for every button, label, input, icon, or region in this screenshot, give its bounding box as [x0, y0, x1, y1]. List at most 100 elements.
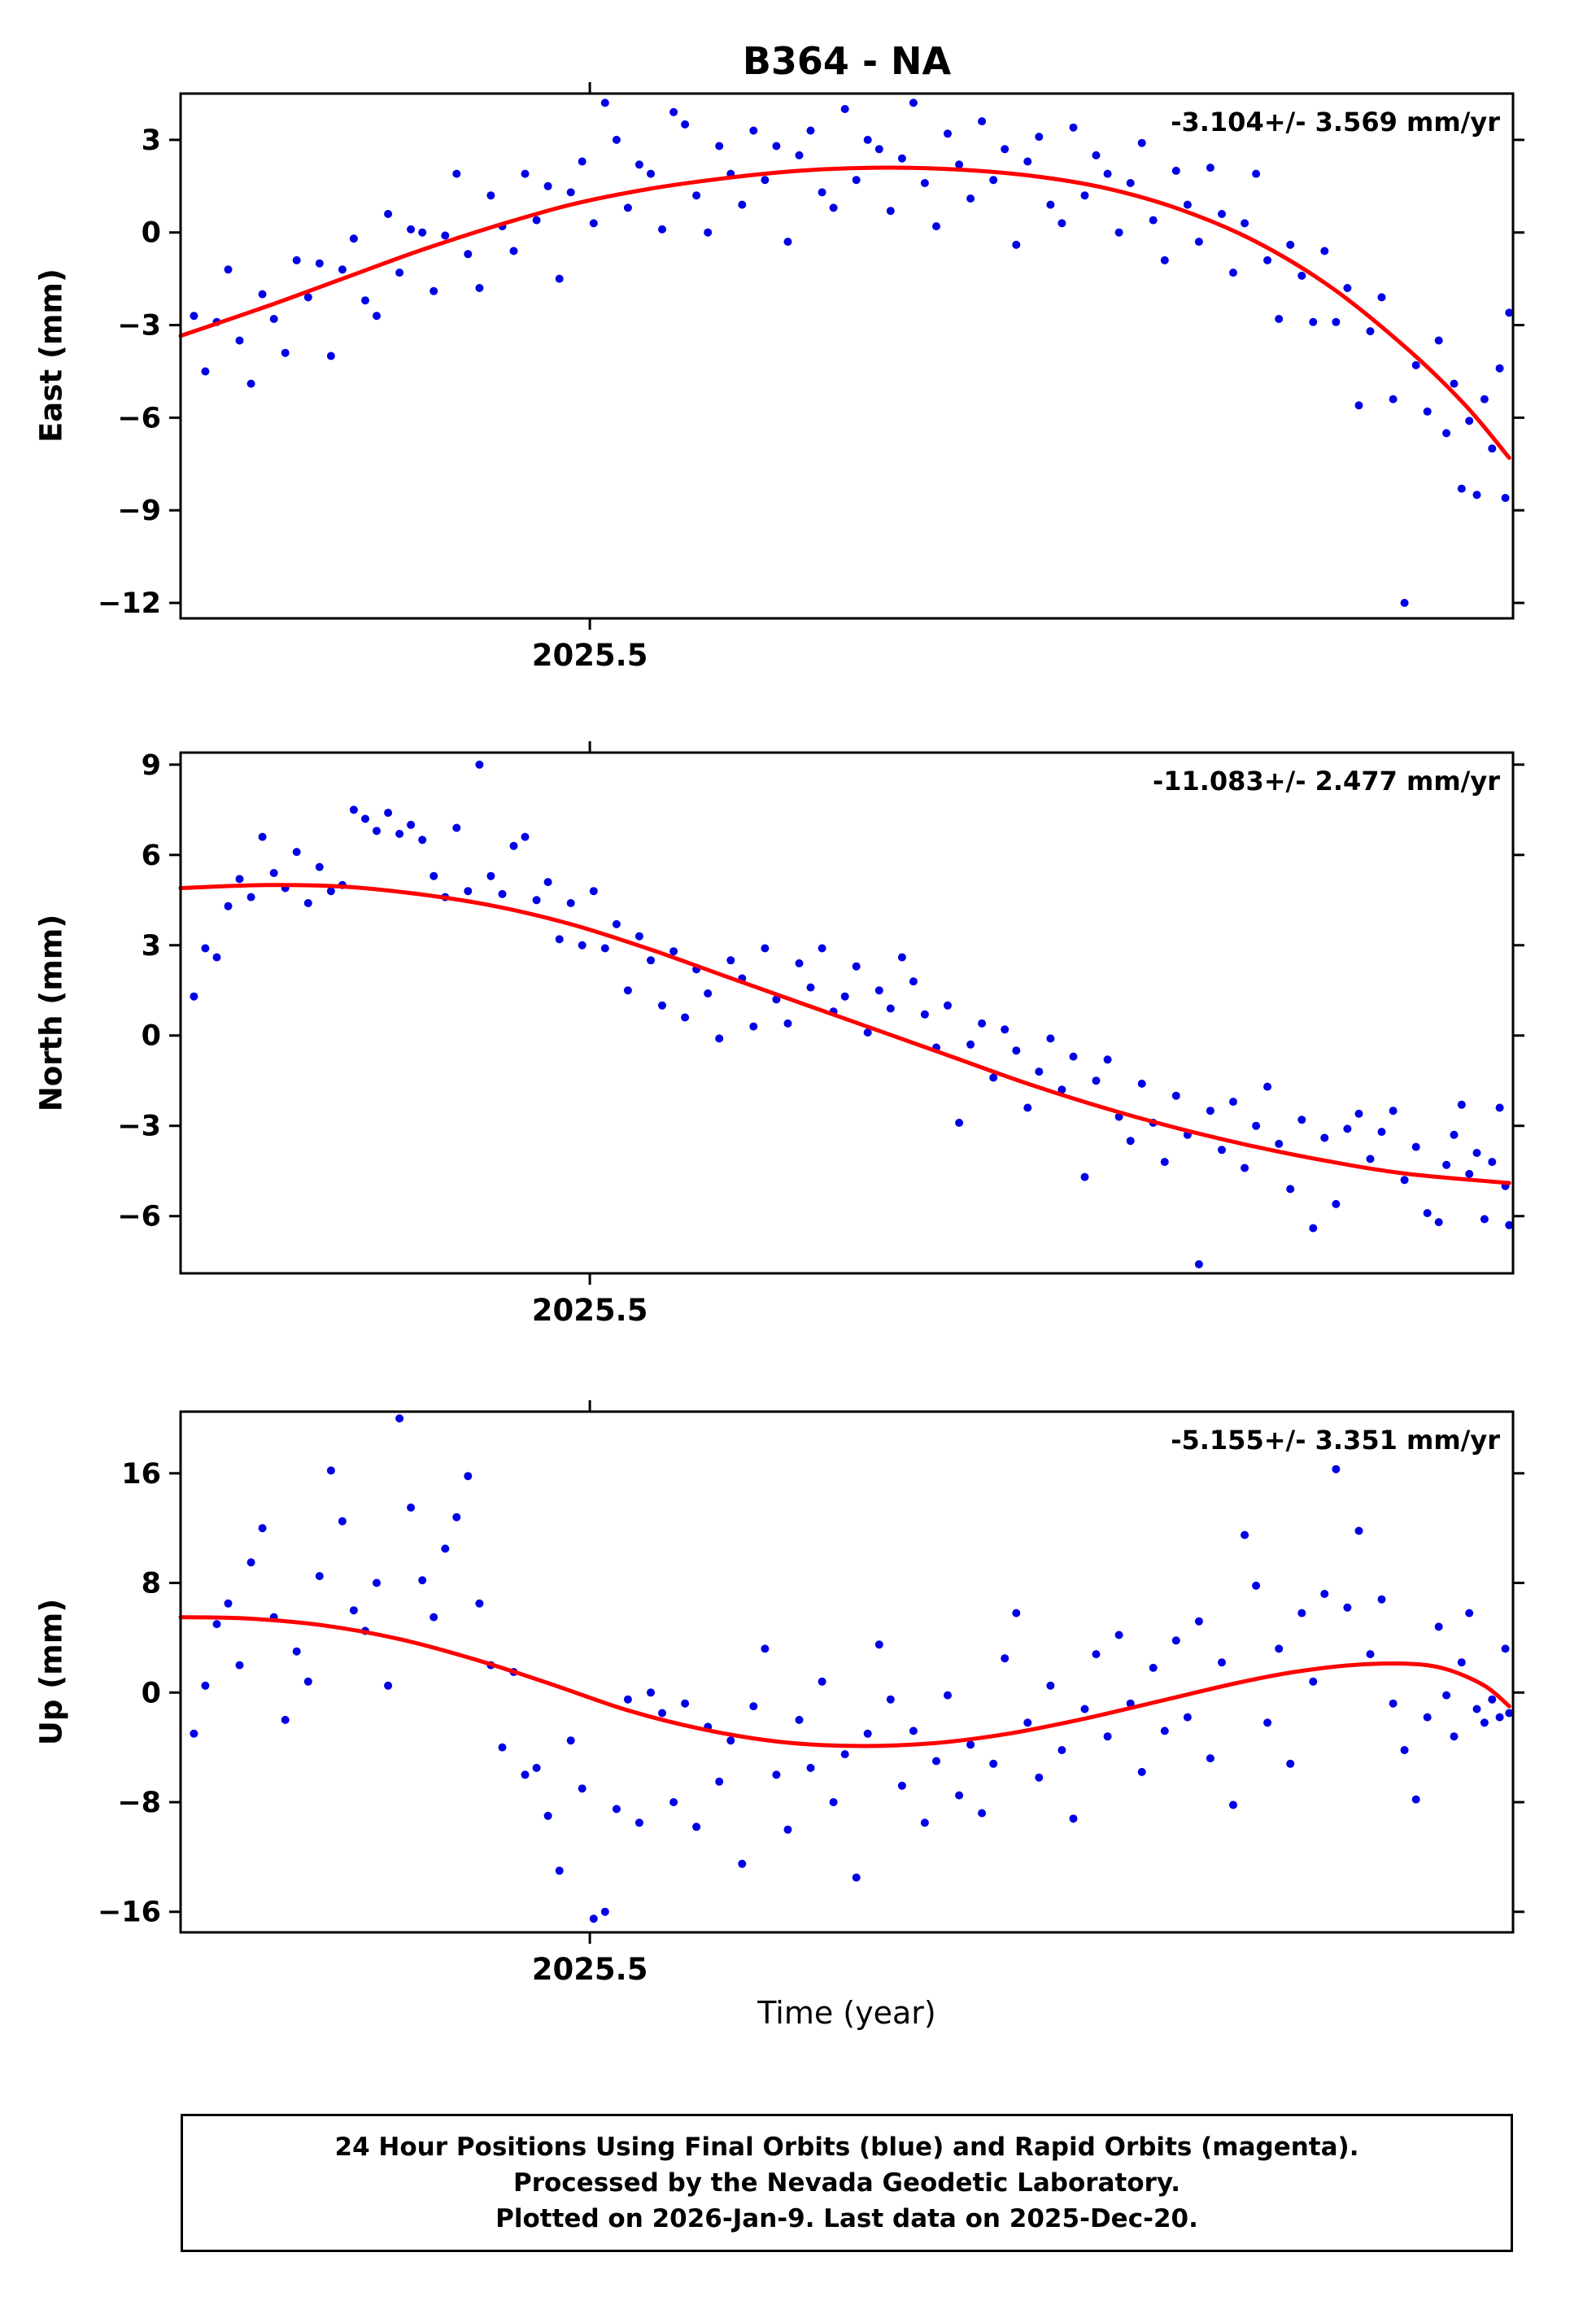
data-point: [384, 809, 393, 817]
data-point: [1423, 1713, 1432, 1722]
data-point: [1320, 1590, 1329, 1598]
data-point: [532, 896, 541, 905]
data-point: [738, 200, 747, 209]
data-point: [384, 210, 393, 218]
data-point: [258, 832, 267, 841]
data-point: [1229, 268, 1237, 277]
data-point: [612, 135, 621, 144]
data-point: [886, 1695, 895, 1704]
data-point: [418, 228, 427, 237]
data-point: [452, 823, 461, 832]
data-point: [1057, 1085, 1066, 1094]
data-point: [1241, 1163, 1249, 1172]
data-point: [566, 1736, 575, 1745]
data-point: [566, 188, 575, 197]
data-point: [1495, 1713, 1504, 1722]
data-point: [349, 1606, 358, 1615]
plot-title: B364 - NA: [742, 39, 952, 83]
data-point: [532, 216, 541, 225]
data-point: [692, 1823, 701, 1831]
data-point: [600, 1907, 609, 1916]
data-point: [315, 1572, 324, 1581]
data-point: [647, 1688, 655, 1697]
data-point: [634, 160, 643, 169]
data-point: [989, 1073, 998, 1082]
data-point: [1137, 138, 1146, 147]
data-point: [430, 286, 438, 295]
data-point: [1035, 133, 1044, 142]
data-point: [1480, 1215, 1489, 1224]
data-point: [978, 1019, 987, 1028]
data-point: [944, 129, 952, 138]
data-point: [623, 986, 632, 995]
data-point: [704, 228, 713, 237]
data-point: [761, 944, 770, 953]
data-point: [1035, 1773, 1044, 1782]
data-point: [852, 962, 861, 971]
y-tick-label: 0: [142, 1020, 161, 1053]
x-tick-label: 2025.5: [532, 638, 648, 673]
data-point: [1297, 1115, 1306, 1124]
panel-north: 9 6 3 0 −3 −6 2025.5 -11.083+/- 2.477 mm/yr: [117, 741, 1524, 1328]
data-point: [772, 142, 781, 151]
data-point: [1218, 1658, 1226, 1667]
data-point: [955, 1119, 964, 1127]
data-point: [1480, 395, 1489, 404]
data-point: [886, 1004, 895, 1013]
data-point: [1137, 1767, 1146, 1776]
data-point: [212, 1620, 221, 1629]
data-point: [281, 348, 290, 357]
data-point: [543, 878, 552, 887]
data-point: [1286, 1759, 1295, 1768]
data-point: [795, 1715, 804, 1724]
data-point: [578, 941, 587, 950]
y-tick-label: −12: [98, 587, 161, 620]
y-tick-label: 3: [142, 930, 161, 963]
data-point: [1286, 1185, 1295, 1194]
data-point: [509, 247, 518, 255]
data-point: [349, 805, 358, 814]
rate-annotation: -11.083+/- 2.477 mm/yr: [1153, 766, 1500, 797]
data-point: [486, 871, 495, 880]
rate-annotation: -5.155+/- 3.351 mm/yr: [1171, 1425, 1500, 1456]
data-point: [1472, 1149, 1481, 1157]
data-point: [1057, 219, 1066, 228]
data-point: [498, 1743, 507, 1752]
data-point: [373, 827, 381, 836]
data-point: [1092, 151, 1101, 159]
data-point: [1286, 240, 1295, 249]
data-point: [761, 1644, 770, 1653]
data-point: [1495, 364, 1504, 373]
data-point: [989, 1759, 998, 1768]
data-point: [966, 1740, 975, 1749]
data-point: [600, 98, 609, 107]
data-point: [1046, 1034, 1055, 1043]
data-point: [1488, 1158, 1497, 1167]
data-point: [1012, 240, 1021, 249]
data-point: [1035, 1067, 1044, 1076]
data-point: [384, 1681, 393, 1690]
panel-up: 16 8 0 −8 −16 2025.5 -5.155+/- 3.351 mm/yr: [98, 1400, 1524, 1987]
y-tick-label: −6: [117, 1201, 161, 1233]
data-point: [874, 986, 883, 995]
data-point: [1465, 417, 1474, 426]
data-point: [235, 875, 244, 884]
data-point: [978, 117, 987, 126]
data-point: [1309, 1677, 1318, 1686]
data-point: [1442, 1160, 1451, 1169]
data-point: [315, 862, 324, 871]
data-point: [863, 1729, 872, 1738]
data-point: [326, 351, 335, 360]
data-point: [224, 1599, 233, 1608]
data-point: [532, 1763, 541, 1772]
y-axis-label-east: East (mm): [33, 268, 69, 443]
data-point: [338, 1517, 347, 1526]
y-tick-label: 8: [142, 1568, 161, 1600]
data-point: [315, 259, 324, 268]
y-tick-label: −6: [117, 402, 161, 434]
data-point: [1001, 1025, 1009, 1034]
data-point: [1171, 166, 1180, 175]
data-point: [863, 1028, 872, 1037]
data-point: [1332, 317, 1341, 326]
data-point: [1472, 491, 1481, 500]
